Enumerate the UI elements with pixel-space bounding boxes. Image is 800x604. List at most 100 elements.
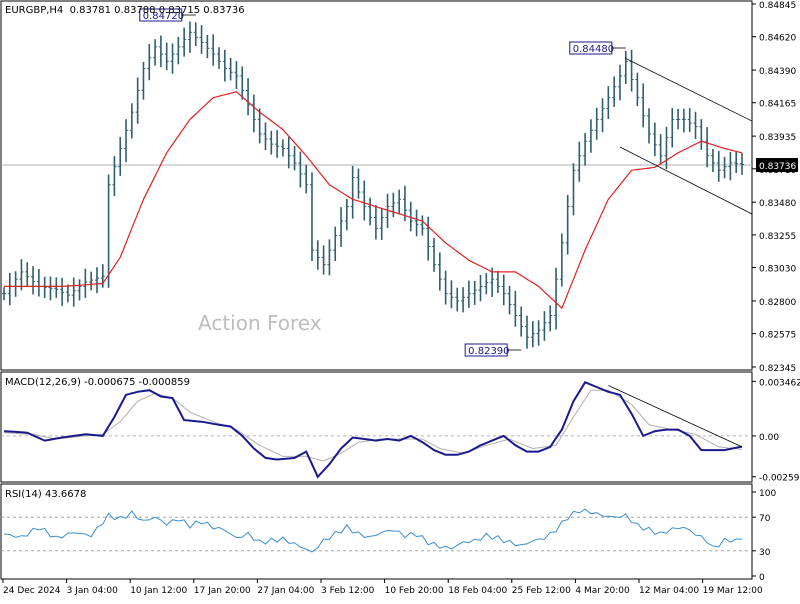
price-axis-label: 0.84165 [759,100,796,110]
price-bar [217,47,222,69]
price-bar [205,34,210,59]
price-bar [519,306,524,337]
price-bar [391,192,396,218]
price-bar [350,165,355,219]
price-bar [635,72,640,106]
x-axis-label: 25 Feb 12:00 [512,586,571,596]
price-bar [234,61,239,90]
price-bar [588,119,593,153]
macd-axis-label: 0.00 [759,433,779,443]
price-bar [501,274,506,306]
price-bar [734,151,739,174]
price-bar [54,277,59,298]
price-axis-label: 0.82800 [759,298,796,308]
price-annotation: 0.82390 [464,343,522,357]
price-bar [228,57,233,81]
annotation-label: 0.82390 [468,346,509,357]
price-bar [211,34,216,66]
price-bar [164,42,169,71]
price-bar [664,126,669,170]
price-bar [705,127,710,168]
price-bar [222,49,227,82]
price-bar [437,252,442,291]
x-axis-label: 3 Jan 04:00 [67,586,119,596]
price-bar [379,208,384,241]
price-bar [124,119,129,163]
price-bar [170,43,175,74]
price-annotation: 0.84480 [569,41,626,55]
price-bar [641,83,646,128]
price-bar [240,66,245,100]
price-layer: 0.84720 0.84480 0.82390 [1,8,753,357]
price-bar [507,285,512,315]
price-bar [176,36,181,65]
price-bar [594,107,599,140]
price-bar [48,276,53,301]
price-bar [292,145,297,171]
x-axis-label: 12 Mar 04:00 [639,586,699,596]
price-bar [199,25,204,54]
x-axis-label: 17 Jan 20:00 [194,586,251,596]
price-bar [280,139,285,157]
price-bar [484,273,489,295]
price-bar [687,108,692,132]
x-axis-label: 3 Feb 12:00 [321,586,375,596]
price-bar [536,320,541,346]
annotation-label: 0.84480 [573,44,614,55]
x-axis-label: 18 Feb 04:00 [448,586,507,596]
price-bar [71,277,76,307]
price-bar [309,172,314,261]
price-bar [153,39,158,66]
rsi-panel-frame [0,483,753,580]
price-axis-label: 0.83480 [759,199,796,209]
x-axis-label: 10 Feb 20:00 [385,586,444,596]
price-bar [269,130,274,155]
price-bar [652,122,657,157]
moving-average-line [4,91,743,310]
price-bar [455,287,460,312]
rsi-label: RSI(14) 43.6678 [5,489,86,500]
price-bar [577,141,582,182]
price-bar [118,136,123,176]
price-bar [548,305,553,332]
price-bar [612,76,617,107]
price-bar [31,266,36,295]
price-bar [89,271,94,291]
price-bar [333,226,338,261]
price-bar [571,163,576,216]
price-bar [449,280,454,309]
price-bar [716,151,721,182]
price-bar [362,180,367,221]
price-bar [83,268,88,298]
watermark: Action Forex [198,311,322,335]
price-bar [193,22,198,47]
price-bar [147,43,152,81]
price-bar [141,61,146,100]
price-bar [2,287,6,301]
price-bar [472,280,477,305]
price-bar [246,78,251,116]
price-bar [658,134,663,165]
price-bar [25,262,30,286]
price-bar [129,103,134,139]
price-bar [728,151,733,181]
macd-line [3,381,743,479]
price-bar [385,193,390,228]
price-bar [740,153,744,175]
price-bar [304,164,309,194]
price-bar [373,205,378,240]
x-axis-label: 4 Mar 20:00 [575,586,630,596]
price-bar [158,35,163,68]
price-bar [286,136,291,169]
price-axis-label: 0.83030 [759,265,796,275]
price-bar [681,108,686,133]
price-bar [600,98,605,133]
price-bar [315,240,320,270]
price-bar [368,197,373,226]
price-bar [135,77,140,124]
channel-trend-line [619,146,753,215]
price-bar [524,315,529,349]
rsi-axis-label: 100 [759,489,776,499]
